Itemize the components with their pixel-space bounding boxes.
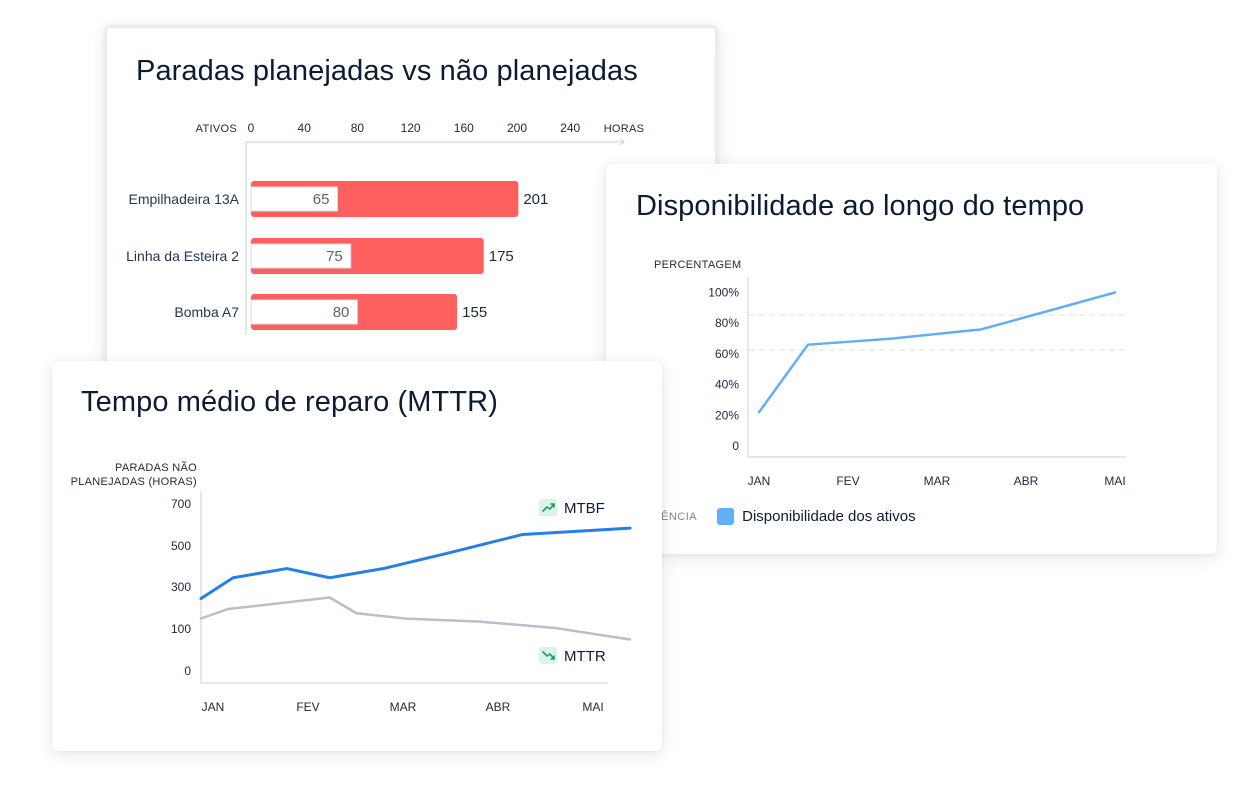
- downtime-x-tick: 120: [401, 121, 421, 135]
- downtime-total-value-label: 155: [462, 304, 487, 321]
- mttr-x-tick: ABR: [486, 700, 511, 714]
- downtime-x-tick: 0: [248, 121, 255, 135]
- downtime-planned-value-label: 75: [326, 248, 343, 265]
- downtime-total-value-label: 175: [489, 248, 514, 265]
- downtime-x-axis-caption: HORAS: [604, 123, 645, 135]
- availability-series-line: [757, 291, 1117, 414]
- availability-x-tick: FEV: [836, 474, 859, 488]
- mttr-series-label: MTTR: [539, 647, 606, 665]
- downtime-x-tick: 160: [454, 121, 474, 135]
- trending-up-icon: [542, 503, 555, 512]
- mtbf-series-label: MTBF: [539, 499, 605, 517]
- mtbf-series-line: [199, 526, 632, 601]
- downtime-planned-value-label: 80: [333, 304, 350, 321]
- mttr-chart-title: Tempo médio de reparo (MTTR): [81, 386, 498, 418]
- mttr-line-chart: PARADAS NÃO PLANEJADAS (HORAS) 0 100 300 50…: [71, 461, 632, 714]
- availability-y-tick: 40%: [715, 378, 739, 392]
- mttr-y-tick: 100: [171, 622, 191, 636]
- downtime-x-tick: 240: [560, 121, 580, 135]
- mttr-x-tick: JAN: [202, 700, 225, 714]
- downtime-category-label: Empilhadeira 13A: [128, 191, 239, 207]
- downtime-planned-value-label: 65: [313, 191, 330, 208]
- mttr-y-axis-caption-line1: PARADAS NÃO: [115, 461, 197, 474]
- mttr-x-tick: MAI: [582, 700, 603, 714]
- downtime-category-label: Bomba A7: [174, 304, 239, 320]
- availability-legend-prefix: ÊNCIA: [661, 510, 698, 523]
- downtime-y-axis-caption: ATIVOS: [196, 123, 237, 135]
- availability-chart-card: Disponibilidade ao longo do tempo PERCEN…: [606, 164, 1217, 554]
- downtime-total-value-label: 201: [523, 191, 548, 208]
- downtime-chart-title: Paradas planejadas vs não planejadas: [136, 55, 638, 87]
- availability-y-tick: 80%: [715, 316, 739, 330]
- trending-down-icon: [542, 651, 555, 660]
- downtime-bar-planned: [250, 243, 352, 269]
- mttr-y-axis-caption-line2: PLANEJADAS (HORAS): [71, 476, 197, 488]
- downtime-category-label: Linha da Esteira 2: [126, 248, 239, 264]
- mttr-x-tick: MAR: [390, 700, 417, 714]
- downtime-x-tick: 40: [298, 121, 312, 135]
- availability-y-tick: 20%: [715, 408, 739, 422]
- availability-x-tick: ABR: [1014, 474, 1039, 488]
- downtime-x-tick: 80: [351, 121, 365, 135]
- availability-x-tick: JAN: [748, 474, 771, 488]
- mttr-y-tick: 300: [171, 580, 191, 594]
- downtime-bar-planned: [250, 299, 358, 325]
- availability-legend-label: Disponibilidade dos ativos: [742, 508, 916, 525]
- availability-x-tick: MAR: [924, 474, 951, 488]
- availability-y-axis-caption: PERCENTAGEM: [654, 259, 741, 271]
- mttr-chart-card: Tempo médio de reparo (MTTR) PARADAS NÃO…: [52, 361, 662, 751]
- downtime-bar-planned: [250, 186, 338, 212]
- mttr-y-tick: 700: [171, 497, 191, 511]
- availability-y-tick: 100%: [708, 286, 739, 300]
- availability-chart-title: Disponibilidade ao longo do tempo: [636, 190, 1085, 222]
- downtime-x-tick: 200: [507, 121, 527, 135]
- availability-line-chart: PERCENTAGEM 0 20% 40% 60% 80% 100% JAN FEV MAR AB…: [654, 259, 1126, 488]
- downtime-x-axis-arrow: [619, 138, 625, 146]
- downtime-bar-chart: ATIVOS HORAS 0 40 80 120 160 200 240 Empilhade…: [126, 121, 645, 335]
- availability-legend: ÊNCIA Disponibilidade dos ativos: [661, 508, 916, 525]
- mttr-series-line: [199, 596, 632, 641]
- mttr-label: MTTR: [564, 648, 606, 665]
- mttr-y-tick: 500: [171, 539, 191, 553]
- mtbf-label: MTBF: [564, 500, 605, 517]
- mttr-x-tick: FEV: [296, 700, 319, 714]
- availability-legend-swatch: [717, 508, 735, 525]
- availability-y-tick: 0: [732, 439, 739, 453]
- availability-x-tick: MAI: [1104, 474, 1125, 488]
- mttr-y-tick: 0: [184, 664, 191, 678]
- availability-y-tick: 60%: [715, 347, 739, 361]
